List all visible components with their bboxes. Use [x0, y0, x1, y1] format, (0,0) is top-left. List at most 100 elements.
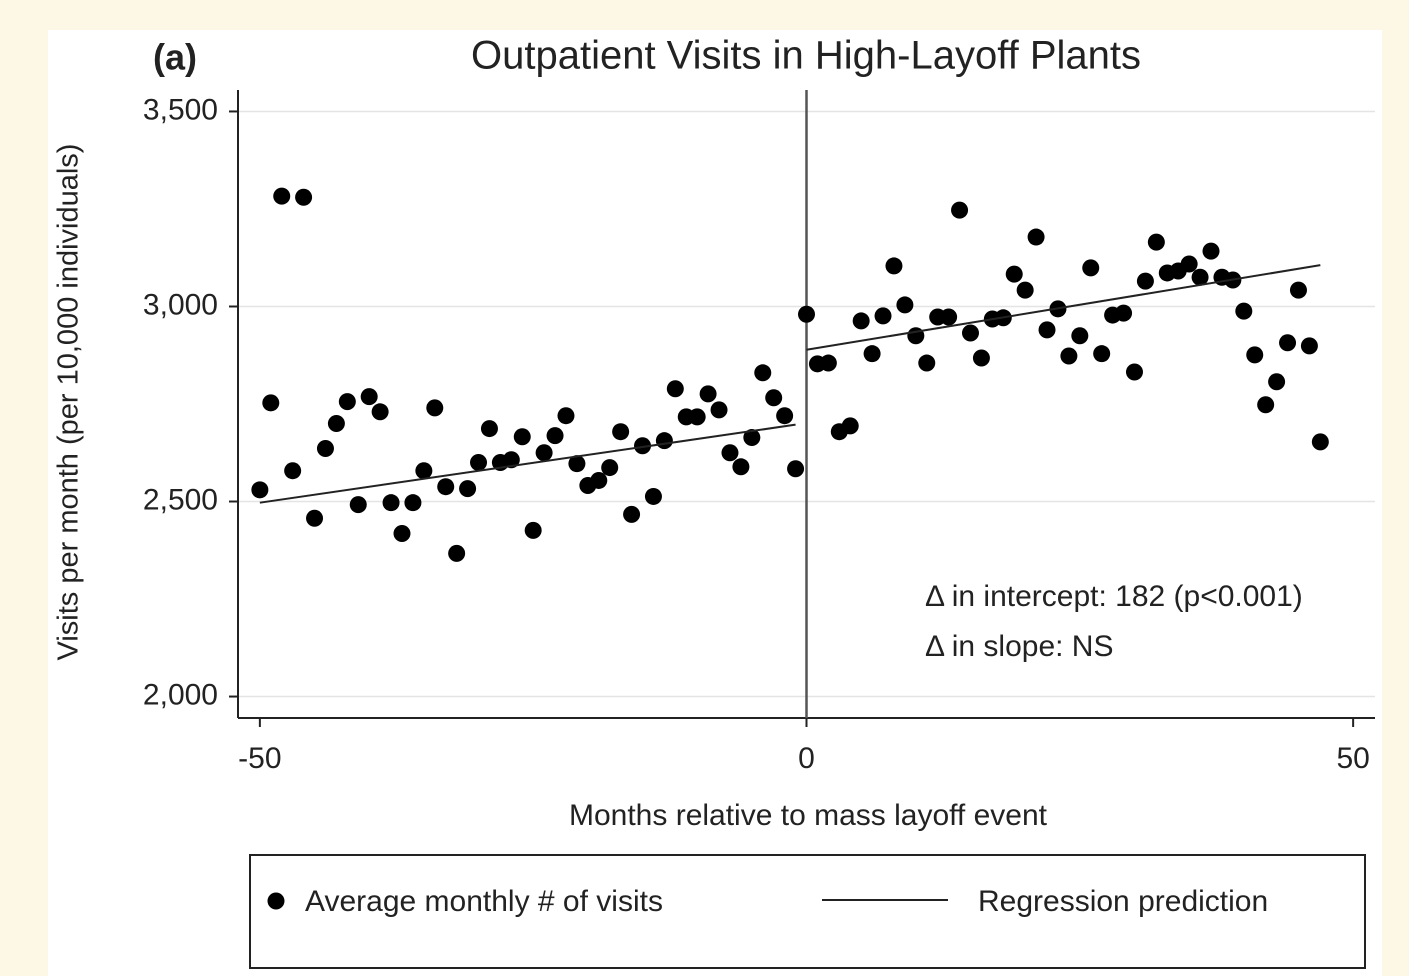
data-point: [1257, 396, 1275, 414]
data-point: [1279, 334, 1297, 352]
data-point: [426, 399, 444, 417]
data-point: [502, 451, 520, 469]
data-point: [885, 257, 903, 275]
data-point: [1005, 265, 1023, 283]
data-point: [327, 415, 345, 433]
annotation: Δ in slope: NS: [925, 630, 1113, 663]
data-point: [1180, 255, 1198, 273]
x-tick-label: 50: [1336, 742, 1369, 775]
data-point: [546, 427, 564, 445]
data-point: [896, 296, 914, 314]
data-point: [1071, 327, 1089, 345]
data-point: [743, 429, 761, 447]
data-point: [710, 401, 728, 419]
data-point: [1125, 363, 1143, 381]
data-point: [874, 307, 892, 325]
data-point: [1246, 346, 1264, 364]
data-point: [699, 385, 717, 403]
data-point: [404, 494, 422, 512]
data-point: [863, 345, 881, 363]
data-point: [251, 481, 269, 499]
data-point: [371, 403, 389, 421]
y-tick-label: 2,000: [143, 678, 218, 711]
legend-label: Regression prediction: [978, 885, 1268, 918]
data-point: [666, 380, 684, 398]
data-point: [513, 428, 531, 446]
data-point: [1027, 228, 1045, 246]
data-point: [776, 407, 794, 425]
data-point: [415, 462, 433, 480]
legend-marker: [267, 892, 285, 910]
data-point: [437, 478, 455, 496]
data-point: [754, 364, 772, 382]
data-point: [349, 496, 367, 514]
data-point: [338, 393, 356, 411]
data-point: [393, 525, 411, 543]
data-point: [535, 444, 553, 462]
data-point: [360, 388, 378, 406]
data-point: [841, 417, 859, 435]
data-point: [1016, 281, 1034, 299]
data-point: [721, 444, 739, 462]
data-point: [655, 432, 673, 450]
data-point: [1300, 337, 1318, 355]
data-point: [1311, 433, 1329, 451]
data-point: [284, 462, 302, 480]
data-point: [1038, 321, 1056, 339]
annotation: Δ in intercept: 182 (p<0.001): [925, 580, 1303, 613]
x-axis-label: Months relative to mass layoff event: [569, 799, 1048, 832]
data-point: [306, 509, 324, 527]
y-axis-label: Visits per month (per 10,000 individuals…: [53, 144, 85, 661]
data-point: [1082, 259, 1100, 277]
y-tick-label: 3,000: [143, 288, 218, 321]
panel-label: (a): [153, 37, 197, 78]
data-point: [382, 494, 400, 512]
data-point: [1235, 302, 1253, 320]
data-point: [634, 437, 652, 455]
chart-title: Outpatient Visits in High-Layoff Plants: [471, 34, 1141, 78]
data-point: [1202, 242, 1220, 260]
x-tick-label: -50: [238, 742, 281, 775]
data-point: [940, 308, 958, 326]
y-tick-label: 3,500: [143, 93, 218, 126]
data-point: [1289, 281, 1307, 299]
data-point: [316, 439, 334, 457]
data-point: [480, 420, 498, 438]
data-point: [1115, 304, 1133, 322]
data-point: [459, 480, 477, 498]
data-point: [787, 460, 805, 478]
data-point: [644, 487, 662, 505]
data-point: [1191, 268, 1209, 286]
data-point: [1093, 345, 1111, 363]
x-tick-label: 0: [798, 742, 815, 775]
data-point: [1147, 233, 1165, 251]
data-point: [448, 544, 466, 562]
figure-background: [48, 30, 1382, 976]
regression-line: [259, 423, 796, 504]
regression-line: [806, 264, 1321, 351]
data-point: [568, 455, 586, 473]
data-point: [972, 349, 990, 367]
data-point: [1060, 347, 1078, 365]
data-point: [623, 505, 641, 523]
data-point: [819, 354, 837, 372]
data-point: [273, 187, 291, 205]
data-point: [524, 521, 542, 539]
data-point: [557, 407, 575, 425]
data-point: [601, 459, 619, 477]
legend-box: [249, 854, 1366, 969]
data-point: [852, 312, 870, 330]
data-point: [295, 188, 313, 206]
data-point: [961, 324, 979, 342]
data-point: [951, 201, 969, 219]
data-point: [612, 423, 630, 441]
data-point: [732, 458, 750, 476]
data-point: [1268, 373, 1286, 391]
data-point: [470, 454, 488, 472]
data-point: [590, 471, 608, 489]
data-point: [918, 354, 936, 372]
data-point: [1136, 272, 1154, 290]
legend-label: Average monthly # of visits: [305, 885, 663, 918]
data-point: [765, 389, 783, 407]
y-tick-label: 2,500: [143, 483, 218, 516]
